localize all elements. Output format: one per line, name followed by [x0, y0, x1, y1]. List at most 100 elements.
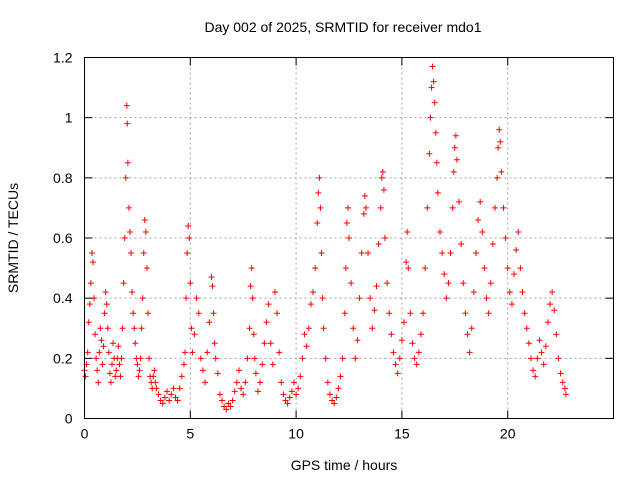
data-point	[84, 349, 91, 356]
data-point	[532, 373, 539, 380]
data-point	[434, 189, 441, 196]
data-point	[140, 250, 147, 257]
data-point	[131, 325, 138, 332]
data-point	[515, 228, 522, 235]
data-point	[199, 367, 206, 374]
data-point	[161, 394, 168, 401]
data-point	[141, 216, 148, 223]
data-point	[206, 319, 213, 326]
data-point	[318, 250, 325, 257]
data-point	[495, 144, 502, 151]
data-point	[265, 301, 272, 308]
data-point	[134, 361, 141, 368]
data-point	[405, 265, 412, 272]
data-point	[413, 361, 420, 368]
data-point	[124, 120, 131, 127]
data-point	[107, 379, 114, 386]
data-point	[497, 138, 504, 145]
data-point	[559, 379, 566, 386]
data-point	[449, 204, 456, 211]
data-point	[191, 331, 198, 338]
data-point	[415, 349, 422, 356]
data-point	[211, 340, 218, 347]
data-point	[235, 367, 242, 374]
data-point	[151, 367, 158, 374]
axis-ticks: 0 0.2 0.4 0.6 0.8 1 1.2 0 5 10 15 20	[53, 50, 614, 442]
data-point	[447, 250, 454, 257]
data-point	[123, 102, 130, 109]
data-point	[293, 391, 300, 398]
data-point	[240, 391, 247, 398]
data-point	[456, 198, 463, 205]
data-point	[208, 274, 215, 281]
data-point	[182, 349, 189, 356]
data-point	[153, 385, 160, 392]
data-point	[432, 129, 439, 136]
data-point	[269, 361, 276, 368]
data-point	[562, 391, 569, 398]
data-point	[358, 250, 365, 257]
data-point	[263, 319, 270, 326]
data-point	[276, 349, 283, 356]
data-point	[436, 228, 443, 235]
data-point	[195, 310, 202, 317]
data-point	[219, 397, 226, 404]
data-point	[85, 319, 92, 326]
chart-title: Day 002 of 2025, SRMTID for receiver mdo…	[204, 19, 481, 35]
data-point	[284, 400, 291, 407]
data-point	[113, 367, 120, 374]
data-point	[248, 265, 255, 272]
data-point	[352, 355, 359, 362]
data-point	[360, 210, 367, 217]
data-point	[373, 283, 380, 290]
data-point	[551, 307, 558, 314]
data-point	[109, 361, 116, 368]
data-point	[233, 379, 240, 386]
data-point	[110, 340, 117, 347]
data-point	[314, 219, 321, 226]
data-point	[329, 397, 336, 404]
data-point	[500, 204, 507, 211]
data-point	[365, 250, 372, 257]
data-point	[103, 301, 110, 308]
data-point	[394, 370, 401, 377]
data-point	[496, 126, 503, 133]
data-point	[433, 159, 440, 166]
data-point	[187, 280, 194, 287]
data-point	[407, 310, 414, 317]
data-point	[155, 391, 162, 398]
data-point	[561, 385, 568, 392]
data-point	[378, 174, 385, 181]
data-point	[121, 235, 128, 241]
data-point	[130, 310, 137, 317]
data-point	[231, 388, 238, 395]
data-point	[513, 247, 520, 254]
data-point	[337, 373, 344, 380]
data-point	[143, 265, 150, 272]
data-point	[403, 259, 410, 266]
data-point	[92, 331, 99, 338]
data-point	[472, 250, 479, 257]
data-point	[242, 379, 249, 386]
data-point	[99, 361, 106, 368]
y-tick-label: 0	[65, 411, 73, 427]
data-point	[168, 391, 175, 398]
data-point	[137, 355, 144, 362]
data-point	[424, 204, 431, 211]
data-point	[326, 391, 333, 398]
y-tick-label: 1.2	[53, 50, 73, 66]
data-point	[209, 283, 216, 290]
data-point	[348, 280, 355, 287]
data-point	[401, 319, 408, 326]
data-point	[367, 295, 374, 302]
data-point	[479, 228, 486, 235]
data-point	[122, 174, 129, 181]
data-point	[136, 367, 143, 374]
data-point	[299, 355, 306, 362]
data-point	[197, 355, 204, 362]
data-point	[94, 367, 101, 374]
data-point	[468, 325, 475, 332]
data-point	[105, 349, 112, 356]
data-point	[126, 228, 133, 235]
data-point	[521, 310, 528, 317]
